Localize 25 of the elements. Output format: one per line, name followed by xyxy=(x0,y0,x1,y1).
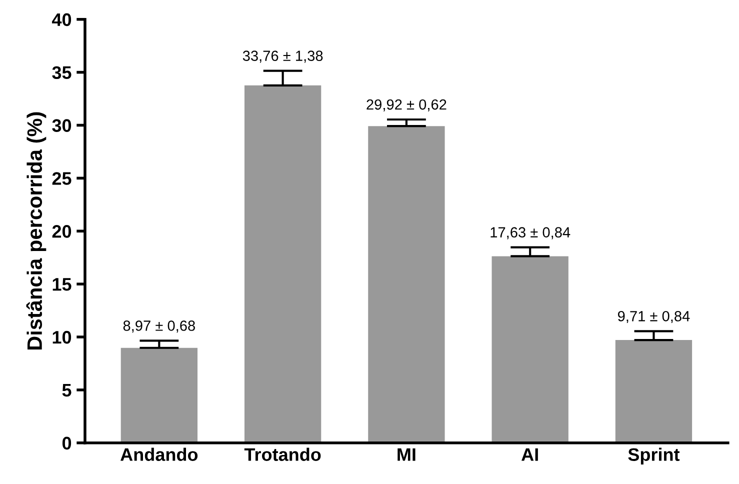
x-tick-label: MI xyxy=(398,448,416,461)
data-label: 9,71 ± 0,84 xyxy=(618,311,690,324)
bar xyxy=(492,256,568,443)
x-tick-label: Trotando xyxy=(244,448,321,461)
x-tick-label: Sprint xyxy=(628,448,680,465)
data-label: 29,92 ± 0,62 xyxy=(366,99,446,112)
bar xyxy=(120,348,198,443)
data-label: 33,76 ± 1,38 xyxy=(242,50,323,63)
y-tick-label: 20 xyxy=(52,225,72,238)
y-axis-title: Distância percorrida (%) xyxy=(26,112,46,350)
bar xyxy=(368,126,445,443)
x-tick-label: AI xyxy=(522,448,538,461)
bar xyxy=(615,340,692,443)
y-tick-label: 5 xyxy=(62,384,72,397)
y-tick-label: 40 xyxy=(52,13,72,26)
data-label: 17,63 ± 0,84 xyxy=(490,227,570,240)
y-tick-label: 0 xyxy=(62,436,72,450)
y-tick-label: 15 xyxy=(52,278,72,291)
y-tick-label: 35 xyxy=(52,66,72,80)
x-tick-label: Andando xyxy=(120,448,198,461)
data-label: 8,97 ± 0,68 xyxy=(123,320,195,333)
bar xyxy=(244,85,322,443)
y-tick-label: 25 xyxy=(52,172,72,185)
y-tick-label: 30 xyxy=(52,119,72,132)
y-tick-label: 10 xyxy=(52,330,72,344)
